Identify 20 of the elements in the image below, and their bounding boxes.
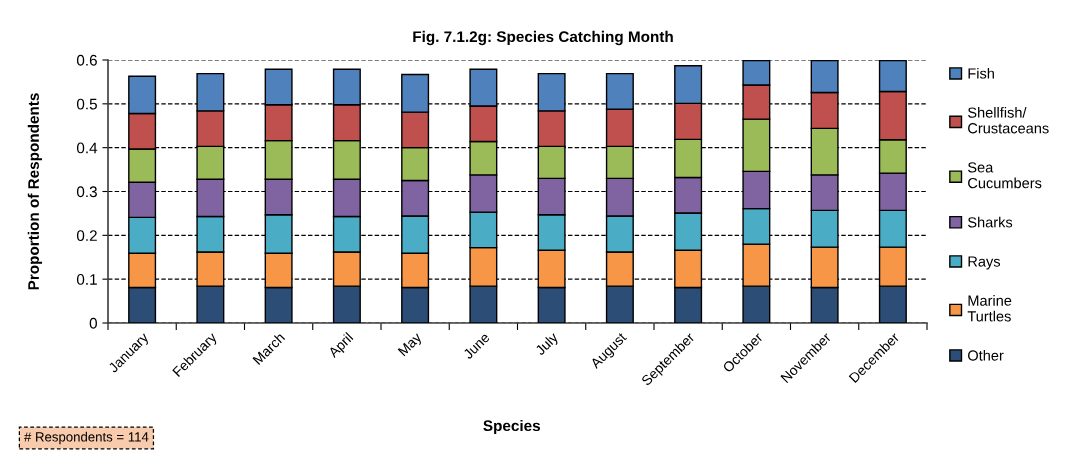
y-tick-label: 0.3 xyxy=(76,186,97,198)
text: # Respondents = 114 xyxy=(24,431,149,445)
legend-label: Marine Turtles xyxy=(967,295,1012,322)
x-tick-label: July xyxy=(534,331,561,358)
y-tick-label: 0.5 xyxy=(76,98,97,110)
y-tick-label: 0.4 xyxy=(76,142,98,154)
y-tick-label: 0.2 xyxy=(76,230,97,242)
y-axis-title: Proportion of Respondents xyxy=(27,93,42,290)
y-tick-label: 0.1 xyxy=(76,274,97,285)
legend-label: Fish xyxy=(968,67,994,79)
legend-label: Rays xyxy=(968,256,1001,270)
legend-label: Shellfish/Crustaceans xyxy=(968,107,1049,134)
y-tick-label: 0 xyxy=(89,317,97,329)
x-tick-label: May xyxy=(397,331,425,359)
legend-label: Sea Cucumbers xyxy=(968,162,1042,189)
chart-title: Fig. 7.1.2g: Species Catching Month xyxy=(413,30,673,46)
x-axis-title: Species xyxy=(483,419,541,435)
legend-label: Other xyxy=(968,349,1004,361)
legend-label: Sharks xyxy=(968,216,1013,228)
y-tick-label: 0.6 xyxy=(76,54,97,66)
